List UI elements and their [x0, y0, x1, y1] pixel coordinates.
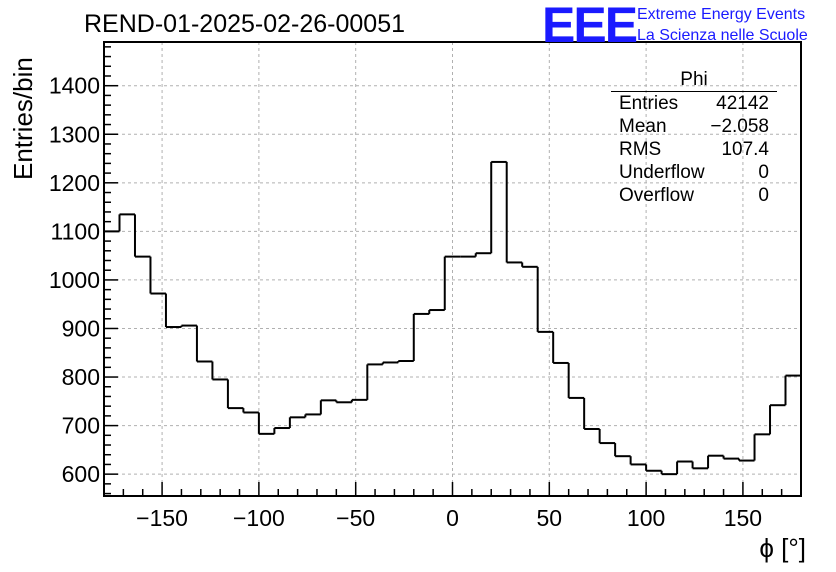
- y-tick-label: 1300: [49, 121, 100, 147]
- y-tick-label: 1200: [49, 170, 100, 196]
- x-tick-label: 150: [724, 505, 762, 531]
- axis-ticks: [103, 46, 802, 496]
- stats-row-entries: Entries 42142: [611, 92, 777, 115]
- logo-line-1: Extreme Energy Events: [637, 6, 806, 23]
- stats-value: 0: [758, 185, 769, 206]
- stats-value: 107.4: [721, 139, 769, 160]
- x-tick-label: −100: [233, 505, 285, 531]
- stats-value: −2.058: [710, 116, 769, 137]
- y-tick-label: 1100: [51, 218, 100, 244]
- stats-title: Phi: [611, 70, 777, 92]
- y-tick-label: 1400: [49, 73, 100, 99]
- y-tick-label: 600: [62, 461, 100, 487]
- stats-value: 42142: [716, 93, 769, 114]
- stats-label: Overflow: [619, 185, 694, 206]
- x-tick-label: 0: [446, 505, 459, 531]
- stats-label: Entries: [619, 93, 679, 114]
- chart-title: REND-01-2025-02-26-00051: [84, 10, 406, 38]
- grid: [104, 42, 801, 496]
- stats-row-rms: RMS 107.4: [611, 138, 777, 161]
- stats-row-underflow: Underflow 0: [611, 161, 777, 184]
- y-tick-label: 800: [62, 364, 100, 390]
- stats-label: Mean: [619, 116, 667, 137]
- y-axis-label: Entries/bin: [8, 57, 38, 180]
- axis-tick-labels: −150 −100 −50 0 50 100 150 600 700 800 900 1000 1100…: [49, 73, 762, 531]
- histogram-series: [104, 160, 801, 476]
- stats-label: RMS: [619, 139, 662, 160]
- x-tick-label: 100: [627, 505, 665, 531]
- eee-logo: EEE: [542, 0, 638, 53]
- x-tick-label: −150: [136, 505, 188, 531]
- y-tick-label: 900: [62, 315, 100, 341]
- stats-row-mean: Mean −2.058: [611, 115, 777, 138]
- x-tick-label: −50: [336, 505, 375, 531]
- stats-row-overflow: Overflow 0: [611, 184, 777, 207]
- stats-label: Underflow: [619, 162, 705, 183]
- stats-box: Phi Entries 42142 Mean −2.058 RMS 107.4 Und…: [611, 70, 777, 207]
- y-tick-label: 1000: [49, 267, 100, 293]
- x-axis-label: ϕ [°]: [759, 533, 806, 563]
- x-tick-label: 50: [537, 505, 563, 531]
- stats-value: 0: [758, 162, 769, 183]
- logo-line-2: La Scienza nelle Scuole: [637, 27, 808, 44]
- y-tick-label: 700: [62, 413, 100, 439]
- logo-caption: Extreme Energy Events La Scienza nelle S…: [637, 4, 808, 46]
